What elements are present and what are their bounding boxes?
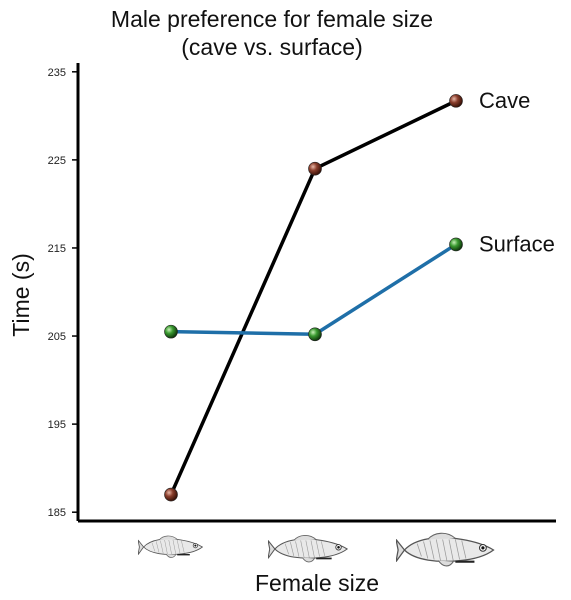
- y-axis-label: Time (s): [8, 253, 34, 336]
- y-tick-label: 215: [48, 243, 66, 255]
- cave-data-point: [308, 161, 322, 176]
- y-tick-label: 225: [48, 155, 66, 167]
- x-category-icons: [138, 532, 495, 568]
- surface-data-point: [164, 324, 178, 339]
- large-fish-icon: [396, 532, 495, 568]
- series-lines: [169, 99, 457, 496]
- y-ticks: 185 195 205 215 225 235: [48, 67, 78, 519]
- cave-data-point: [164, 487, 178, 502]
- cave-data-point: [449, 94, 463, 108]
- cave-series-line: [169, 99, 457, 496]
- y-tick-label: 185: [48, 507, 66, 519]
- surface-series-label: Surface: [479, 231, 555, 256]
- series-markers: [164, 94, 463, 502]
- y-tick-label: 235: [48, 67, 66, 79]
- medium-fish-icon: [268, 534, 349, 563]
- small-fish-icon: [138, 535, 204, 559]
- series-labels: Cave Surface: [479, 88, 555, 257]
- cave-series-label: Cave: [479, 88, 530, 113]
- surface-data-point: [308, 327, 322, 342]
- y-tick-label: 195: [48, 419, 66, 431]
- chart-title-line2: (cave vs. surface): [181, 34, 363, 60]
- x-axis-label: Female size: [255, 570, 379, 596]
- surface-data-point: [449, 237, 463, 252]
- y-tick-label: 205: [48, 331, 66, 343]
- chart-title-line1: Male preference for female size: [111, 6, 433, 32]
- surface-series-line: [170, 242, 457, 337]
